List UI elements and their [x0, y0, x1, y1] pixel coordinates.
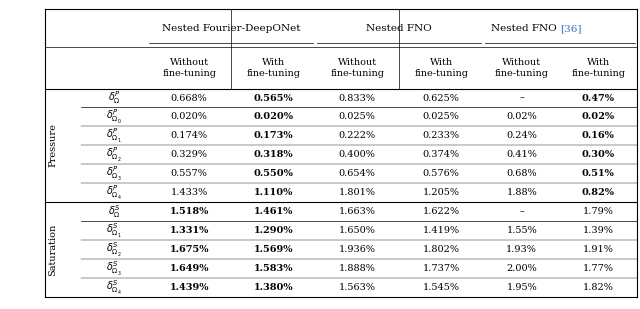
Text: $\delta^S_{\Omega_4}$: $\delta^S_{\Omega_4}$ [106, 279, 122, 297]
Text: 1.563%: 1.563% [339, 283, 376, 292]
Text: [36]: [36] [560, 24, 582, 33]
Text: 0.557%: 0.557% [171, 169, 207, 178]
Text: 1.622%: 1.622% [423, 207, 460, 216]
Text: 1.79%: 1.79% [583, 207, 614, 216]
Text: 1.461%: 1.461% [253, 207, 293, 216]
Text: 1.650%: 1.650% [339, 226, 376, 235]
Text: 0.233%: 0.233% [423, 131, 460, 140]
Text: 1.545%: 1.545% [423, 283, 460, 292]
Text: 0.668%: 0.668% [171, 94, 207, 103]
Text: 1.518%: 1.518% [170, 207, 209, 216]
Text: 0.576%: 0.576% [423, 169, 460, 178]
Text: 1.55%: 1.55% [506, 226, 537, 235]
Text: 1.419%: 1.419% [423, 226, 460, 235]
Text: 1.439%: 1.439% [170, 283, 209, 292]
Text: 0.174%: 0.174% [171, 131, 208, 140]
Text: –: – [519, 207, 524, 216]
Text: 1.95%: 1.95% [506, 283, 537, 292]
Text: Saturation: Saturation [48, 224, 57, 276]
Text: 0.020%: 0.020% [253, 112, 293, 121]
Text: 0.68%: 0.68% [506, 169, 537, 178]
Text: Nested Fourier-DeepONet: Nested Fourier-DeepONet [162, 24, 300, 33]
Text: 1.110%: 1.110% [253, 188, 293, 197]
Text: 0.565%: 0.565% [253, 94, 293, 103]
Text: 0.41%: 0.41% [506, 150, 537, 159]
Text: 0.025%: 0.025% [423, 112, 460, 121]
Text: 1.801%: 1.801% [339, 188, 376, 197]
Text: 1.39%: 1.39% [583, 226, 614, 235]
Text: Nested FNO: Nested FNO [366, 24, 432, 33]
Text: 0.16%: 0.16% [582, 131, 615, 140]
Text: 1.888%: 1.888% [339, 264, 376, 273]
Text: 0.173%: 0.173% [253, 131, 293, 140]
Text: With
fine-tuning: With fine-tuning [572, 58, 625, 78]
Text: 1.737%: 1.737% [422, 264, 460, 273]
Text: 0.625%: 0.625% [423, 94, 460, 103]
Text: $\delta^S_{\Omega_1}$: $\delta^S_{\Omega_1}$ [106, 222, 122, 240]
Text: 0.318%: 0.318% [253, 150, 293, 159]
Text: 1.583%: 1.583% [253, 264, 293, 273]
Text: 0.47%: 0.47% [582, 94, 615, 103]
Text: $\delta^S_{\Omega}$: $\delta^S_{\Omega}$ [108, 203, 120, 220]
Text: 1.82%: 1.82% [583, 283, 614, 292]
Text: 1.663%: 1.663% [339, 207, 376, 216]
Text: 0.654%: 0.654% [339, 169, 376, 178]
Text: 0.400%: 0.400% [339, 150, 376, 159]
Text: 0.82%: 0.82% [582, 188, 615, 197]
Text: 1.380%: 1.380% [253, 283, 293, 292]
Text: 0.550%: 0.550% [253, 169, 293, 178]
Text: 0.02%: 0.02% [506, 112, 537, 121]
Text: $\delta^P_{\Omega_2}$: $\delta^P_{\Omega_2}$ [106, 146, 122, 164]
Text: 1.205%: 1.205% [423, 188, 460, 197]
Text: 1.93%: 1.93% [506, 245, 537, 254]
Text: 2.00%: 2.00% [506, 264, 537, 273]
Text: 0.02%: 0.02% [582, 112, 615, 121]
Text: Pressure: Pressure [48, 124, 57, 167]
Text: $\delta^S_{\Omega_3}$: $\delta^S_{\Omega_3}$ [106, 260, 122, 278]
Text: 0.833%: 0.833% [339, 94, 376, 103]
Text: 1.802%: 1.802% [423, 245, 460, 254]
Text: 0.374%: 0.374% [423, 150, 460, 159]
Text: $\delta^S_{\Omega_2}$: $\delta^S_{\Omega_2}$ [106, 241, 122, 259]
Text: 1.569%: 1.569% [253, 245, 293, 254]
Text: With
fine-tuning: With fine-tuning [246, 58, 300, 78]
Text: 1.290%: 1.290% [253, 226, 293, 235]
Text: 1.88%: 1.88% [506, 188, 537, 197]
Text: 0.020%: 0.020% [171, 112, 207, 121]
Text: $\delta^P_{\Omega_3}$: $\delta^P_{\Omega_3}$ [106, 165, 122, 183]
Text: 0.222%: 0.222% [339, 131, 376, 140]
Text: 0.51%: 0.51% [582, 169, 615, 178]
Text: $\delta^P_{\Omega_1}$: $\delta^P_{\Omega_1}$ [106, 127, 122, 145]
Text: Nested FNO: Nested FNO [491, 24, 560, 33]
Text: $\delta^P_{\Omega_0}$: $\delta^P_{\Omega_0}$ [106, 108, 122, 126]
Text: Without
fine-tuning: Without fine-tuning [495, 58, 548, 78]
Text: Without
fine-tuning: Without fine-tuning [330, 58, 384, 78]
Text: 1.675%: 1.675% [170, 245, 209, 254]
Text: 1.91%: 1.91% [583, 245, 614, 254]
Text: 0.30%: 0.30% [582, 150, 615, 159]
Text: $\delta^P_{\Omega}$: $\delta^P_{\Omega}$ [108, 90, 120, 106]
Text: 0.24%: 0.24% [506, 131, 537, 140]
Text: $\delta^P_{\Omega_4}$: $\delta^P_{\Omega_4}$ [106, 184, 122, 202]
Text: 1.433%: 1.433% [170, 188, 208, 197]
Text: 1.936%: 1.936% [339, 245, 376, 254]
Text: Without
fine-tuning: Without fine-tuning [162, 58, 216, 78]
Text: 0.025%: 0.025% [339, 112, 376, 121]
Text: With
fine-tuning: With fine-tuning [414, 58, 468, 78]
Text: 1.331%: 1.331% [170, 226, 209, 235]
Text: –: – [519, 94, 524, 103]
Text: 1.649%: 1.649% [170, 264, 209, 273]
Text: 0.329%: 0.329% [171, 150, 207, 159]
Text: 1.77%: 1.77% [583, 264, 614, 273]
